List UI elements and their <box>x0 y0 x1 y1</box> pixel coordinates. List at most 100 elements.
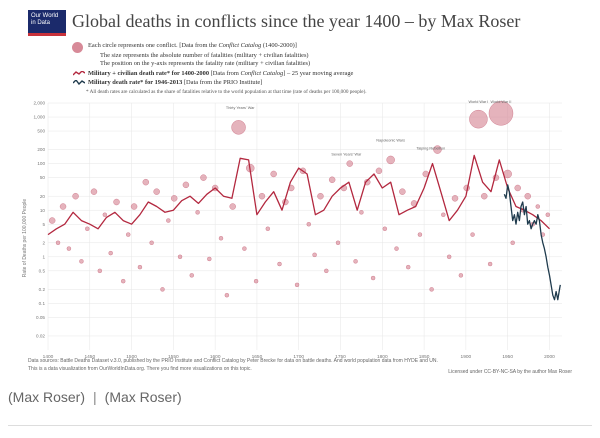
prio-line <box>503 184 561 301</box>
conflict-bubble <box>224 293 230 298</box>
conflict-bubble <box>149 240 154 245</box>
logo-line-1: Our World <box>31 13 59 19</box>
x-tick-label: 1750 <box>335 354 346 360</box>
x-tick-label: 1850 <box>419 354 430 360</box>
conflict-bubble <box>177 254 183 260</box>
conflict-bubble <box>160 287 165 292</box>
conflict-bubble <box>545 212 550 217</box>
y-tick-label: 200 <box>37 147 45 152</box>
conflict-catalog-line <box>47 154 550 236</box>
conflict-annotation: Thirty Years' War <box>226 106 255 110</box>
x-tick-label: 1550 <box>168 354 179 360</box>
legend-line2-swatch <box>73 80 85 85</box>
y-axis-label: Rate of Deaths per 100,000 People <box>22 199 28 278</box>
conflict-bubble <box>346 160 353 167</box>
conflict-bubble <box>59 203 67 210</box>
legend-size-text: The size represents the absolute number … <box>100 52 309 59</box>
conflict-bubble <box>399 188 406 195</box>
y-tick-label: 0.02 <box>36 334 45 339</box>
conflict-bubble <box>488 101 514 126</box>
chart-frame: Our World in Data Global deaths in confl… <box>22 10 572 375</box>
conflict-bubble <box>153 188 160 195</box>
conflict-bubble <box>382 226 388 231</box>
conflict-bubble <box>97 268 103 274</box>
y-tick-label: 5 <box>42 222 45 227</box>
y-tick-label: 2 <box>42 240 45 245</box>
conflict-bubble <box>108 250 113 256</box>
owid-logo[interactable]: Our World in Data <box>28 10 66 36</box>
x-tick-label: 1700 <box>293 354 304 360</box>
y-tick-label: 2,000 <box>34 101 46 106</box>
conflict-bubble <box>171 195 178 202</box>
conflict-bubble <box>441 212 446 217</box>
source-line-1: Data sources: Battle Deaths Dataset v.3.… <box>28 358 438 364</box>
conflict-bubble <box>294 282 300 288</box>
caption-left[interactable]: (Max Roser) <box>8 389 86 405</box>
conflict-bubble <box>469 109 488 129</box>
conflict-bubble <box>218 236 224 241</box>
conflict-bubble <box>306 222 311 227</box>
license-text[interactable]: Licensed under CC-BY-NC-SA by the author… <box>448 369 572 375</box>
conflict-bubble <box>375 167 383 175</box>
conflict-bubble <box>277 261 282 267</box>
x-tick-label: 1400 <box>43 354 54 360</box>
conflict-bubble <box>195 210 200 215</box>
conflict-bubble <box>324 268 329 274</box>
source-line-2[interactable]: This is a data visualization from OurWor… <box>28 366 252 372</box>
y-tick-label: 10 <box>40 208 46 213</box>
conflict-bubble <box>258 192 266 200</box>
conflict-bubble <box>451 195 459 202</box>
legend-note: * All death rates are calculated as the … <box>86 89 367 95</box>
conflict-bubble <box>126 232 131 237</box>
conflict-bubble <box>200 174 207 181</box>
logo-line-2: in Data <box>31 20 51 26</box>
conflict-annotation: Taiping Rebellion <box>416 147 445 151</box>
caption-right[interactable]: (Max Roser) <box>104 389 182 405</box>
x-tick-label: 2000 <box>544 354 555 360</box>
conflict-bubble <box>229 203 236 210</box>
caption-separator: | <box>93 389 97 405</box>
conflict-bubble <box>142 178 149 186</box>
y-tick-label: 500 <box>37 129 45 134</box>
conflict-bubble <box>353 259 358 264</box>
conflict-bubble <box>417 232 423 237</box>
x-tick-label: 1950 <box>502 354 513 360</box>
conflict-bubble <box>79 259 84 264</box>
y-tick-label: 0.05 <box>36 315 45 320</box>
conflict-bubble <box>189 273 194 278</box>
conflict-bubble <box>386 155 395 165</box>
y-tick-label: 0.5 <box>39 268 46 273</box>
conflict-bubble <box>265 226 271 231</box>
bubble-layer <box>48 101 550 298</box>
conflict-bubble <box>48 217 56 224</box>
y-tick-label: 20 <box>40 194 46 199</box>
legend-position-text: The position on the y-axis represents th… <box>100 60 311 67</box>
x-tick-label: 1600 <box>210 354 221 360</box>
conflict-bubble <box>446 254 452 260</box>
y-tick-label: 0.2 <box>39 287 46 292</box>
conflict-bubble <box>514 184 521 192</box>
conflict-bubble <box>328 176 336 183</box>
bottom-divider <box>8 425 592 426</box>
conflict-annotation: World War II <box>491 100 512 104</box>
conflict-bubble <box>166 218 171 223</box>
conflict-bubble <box>429 287 434 292</box>
annotation-layer: Thirty Years' War World War I World War II… <box>226 100 512 156</box>
conflict-bubble <box>113 198 120 206</box>
conflict-bubble <box>72 192 79 200</box>
x-tick-label: 1900 <box>461 354 472 360</box>
conflict-bubble <box>207 256 212 262</box>
conflict-bubble <box>312 252 317 258</box>
conflict-bubble <box>487 261 493 267</box>
conflict-bubble <box>85 226 90 231</box>
conflict-bubble <box>253 278 259 284</box>
chart-title: Global deaths in conflicts since the yea… <box>72 11 521 31</box>
legend-circle-swatch <box>72 42 83 53</box>
y-tick-label: 0.1 <box>39 301 46 306</box>
x-tick-label: 1500 <box>126 354 137 360</box>
conflict-bubble <box>524 192 531 200</box>
conflict-bubble <box>66 246 72 251</box>
legend-line1-swatch <box>73 71 85 76</box>
conflict-bubble <box>90 188 98 195</box>
x-tick-label: 1800 <box>377 354 388 360</box>
